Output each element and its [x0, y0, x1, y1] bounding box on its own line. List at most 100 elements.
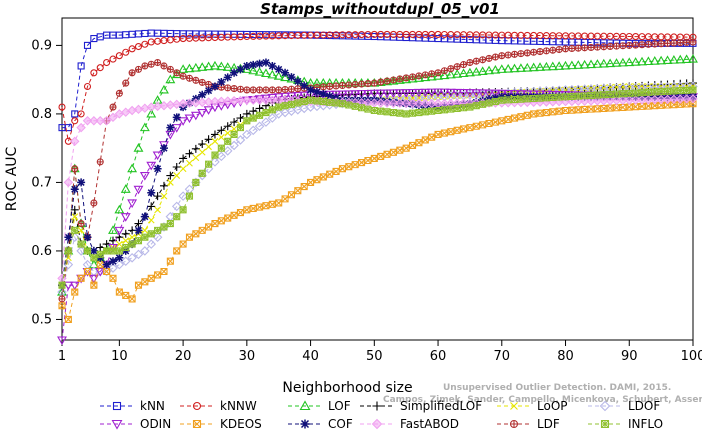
legend-marker: [192, 419, 202, 429]
point-kdeos: [402, 144, 410, 152]
point-loop: [606, 84, 614, 91]
point-kdeos: [313, 176, 321, 184]
point-inflo: [638, 89, 646, 97]
point-ldf: [632, 41, 640, 49]
point-fastabod: [420, 98, 431, 109]
point-kdeos: [370, 154, 378, 162]
point-odin: [445, 88, 456, 98]
point-cof: [198, 90, 207, 99]
point-cof: [159, 144, 168, 153]
point-inflo: [663, 87, 672, 95]
point-ldf: [179, 72, 187, 80]
point-kdeos: [179, 240, 187, 248]
point-kdeos: [109, 274, 117, 282]
point-fastabod: [624, 95, 634, 105]
point-cof: [325, 92, 334, 101]
point-ldf: [447, 65, 455, 73]
point-ldof: [242, 129, 252, 140]
point-ldf: [115, 89, 123, 97]
point-simplifiedlof: [153, 192, 162, 201]
point-lof: [222, 62, 233, 71]
point-inflo: [326, 98, 334, 106]
point-inflo: [249, 114, 257, 122]
point-loop: [115, 240, 123, 248]
point-ldof: [235, 135, 246, 145]
point-inflo: [504, 96, 512, 104]
plot-frame: [61, 17, 694, 341]
point-lof: [159, 84, 169, 94]
point-fastabod: [133, 104, 144, 115]
point-odin: [273, 93, 284, 102]
point-ldf: [96, 158, 104, 166]
point-kdeos: [466, 124, 474, 132]
point-ldf: [281, 86, 289, 93]
point-inflo: [530, 94, 538, 103]
point-cof: [312, 87, 321, 96]
point-inflo: [211, 151, 219, 159]
point-fastabod: [669, 94, 679, 104]
point-loop: [600, 84, 608, 92]
point-cof: [319, 90, 328, 99]
point-ldf: [593, 43, 601, 51]
point-inflo: [262, 108, 270, 117]
point-cof: [230, 68, 239, 77]
point-lof: [133, 143, 144, 152]
point-inflo: [383, 108, 391, 116]
point-simplifiedlof: [210, 130, 219, 139]
point-fastabod: [650, 94, 660, 105]
point-inflo: [568, 92, 576, 100]
point-kdeos: [536, 109, 544, 117]
point-fastabod: [643, 95, 654, 105]
series-line-fastabod: [61, 98, 694, 279]
point-ldf: [396, 75, 404, 83]
point-odin: [420, 88, 431, 98]
point-odin: [433, 88, 443, 98]
point-kdeos: [217, 217, 225, 225]
point-kdeos: [440, 129, 448, 137]
point-lof: [165, 74, 176, 84]
point-cof: [268, 61, 277, 70]
point-lof: [503, 63, 514, 73]
point-cof: [77, 178, 86, 187]
point-inflo: [421, 108, 429, 116]
point-knnw: [128, 45, 136, 53]
point-kdeos: [83, 267, 92, 276]
point-ldof: [165, 211, 176, 222]
point-ldf: [198, 78, 206, 86]
point-ldf: [377, 78, 385, 86]
point-odin: [477, 89, 488, 99]
point-inflo: [122, 243, 130, 252]
point-fastabod: [401, 98, 411, 109]
point-loop: [186, 159, 193, 167]
point-kdeos: [230, 211, 238, 219]
point-ldof: [222, 146, 233, 156]
point-fastabod: [395, 98, 405, 108]
point-ldof: [178, 191, 188, 201]
point-inflo: [96, 250, 104, 258]
point-knnw: [90, 69, 98, 77]
point-simplifiedlof: [172, 163, 181, 172]
point-ldof: [146, 239, 157, 249]
point-odin: [439, 88, 450, 98]
series-line-ldof: [61, 86, 694, 293]
point-ldf: [389, 76, 397, 84]
point-odin: [95, 267, 106, 277]
point-odin: [299, 91, 310, 101]
point-ldof: [76, 246, 86, 256]
point-inflo: [64, 247, 72, 255]
point-inflo: [517, 95, 525, 103]
point-kdeos: [71, 288, 79, 296]
point-kdeos: [549, 108, 557, 116]
point-lof: [675, 54, 686, 64]
point-inflo: [217, 144, 225, 152]
point-inflo: [358, 104, 366, 112]
point-cof: [242, 61, 251, 70]
point-fastabod: [662, 94, 673, 105]
point-simplifiedlof: [179, 154, 188, 163]
point-fastabod: [254, 95, 265, 105]
point-ldf: [498, 52, 506, 60]
point-fastabod: [261, 95, 271, 105]
point-ldf: [612, 42, 621, 50]
point-inflo: [313, 97, 321, 105]
point-fastabod: [599, 96, 609, 106]
